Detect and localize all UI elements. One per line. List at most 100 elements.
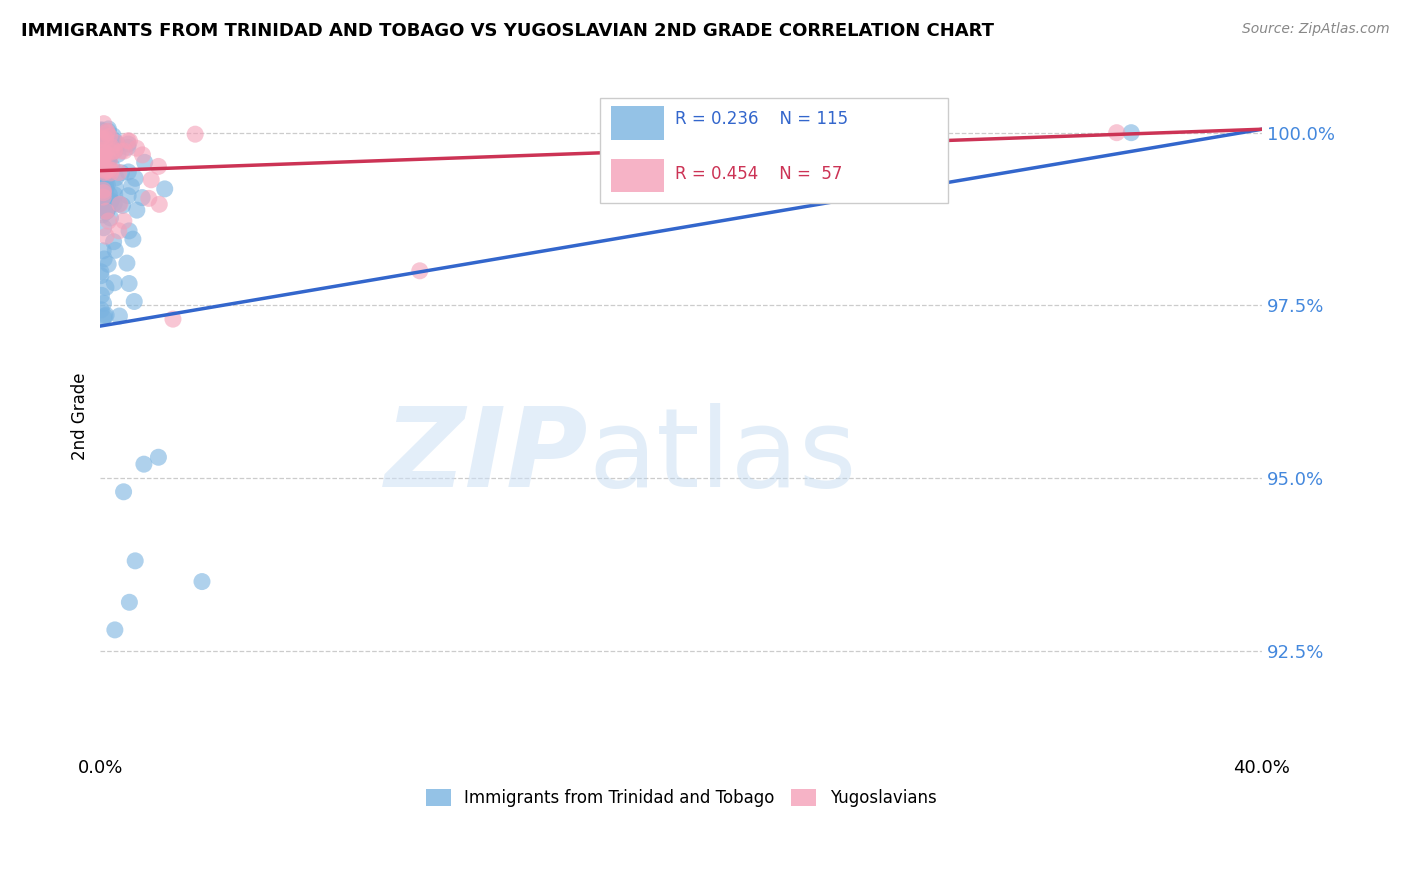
Point: [97, 166, 120, 180]
Point: [148, 160, 170, 174]
Point: [104, 187, 127, 202]
Point: [96, 203, 118, 218]
Point: [101, 136, 124, 150]
Point: [91, 183, 114, 197]
Point: [124, 554, 146, 568]
Point: [100, 211, 122, 225]
Point: [90, 124, 112, 138]
Point: [94, 229, 117, 244]
Point: [90, 193, 112, 207]
Point: [91, 208, 114, 222]
Point: [191, 574, 214, 589]
Point: [93, 142, 115, 156]
Point: [94, 181, 117, 195]
Point: [108, 196, 131, 211]
Point: [94, 280, 117, 294]
FancyBboxPatch shape: [612, 159, 664, 193]
Point: [97, 122, 120, 136]
Point: [91, 190, 114, 204]
Point: [105, 170, 128, 185]
Point: [91, 145, 114, 160]
Point: [104, 143, 127, 157]
Point: [90, 265, 112, 279]
Point: [115, 256, 138, 270]
Y-axis label: 2nd Grade: 2nd Grade: [72, 372, 89, 459]
Point: [134, 155, 156, 169]
Legend: Immigrants from Trinidad and Tobago, Yugoslavians: Immigrants from Trinidad and Tobago, Yug…: [419, 782, 943, 814]
Point: [98, 139, 121, 153]
Point: [108, 197, 131, 211]
Point: [96, 147, 118, 161]
Point: [162, 312, 184, 326]
Point: [93, 117, 115, 131]
Point: [91, 136, 114, 151]
Point: [97, 257, 120, 271]
Point: [93, 169, 115, 183]
Point: [122, 232, 145, 246]
Point: [93, 197, 115, 211]
Point: [97, 124, 120, 138]
Point: [125, 141, 148, 155]
Point: [96, 167, 118, 181]
Point: [96, 134, 118, 148]
Point: [107, 224, 129, 238]
Point: [93, 252, 115, 266]
Point: [97, 162, 120, 177]
Text: R = 0.454    N =  57: R = 0.454 N = 57: [675, 164, 842, 183]
Point: [100, 166, 122, 180]
Point: [110, 144, 132, 158]
Point: [97, 153, 120, 168]
Point: [98, 149, 121, 163]
Point: [118, 277, 141, 291]
Point: [103, 144, 125, 158]
Point: [103, 128, 125, 143]
Point: [117, 188, 139, 202]
Point: [97, 167, 120, 181]
Point: [90, 167, 112, 181]
Point: [131, 190, 153, 204]
Point: [100, 194, 122, 208]
Point: [112, 144, 135, 158]
Point: [105, 136, 128, 150]
Point: [131, 148, 153, 162]
Point: [94, 170, 117, 185]
Point: [1121, 126, 1143, 140]
Point: [110, 166, 132, 180]
Point: [104, 623, 127, 637]
Point: [94, 205, 117, 219]
Point: [409, 264, 432, 278]
Point: [184, 127, 207, 141]
Point: [107, 147, 129, 161]
Point: [1105, 126, 1128, 140]
Point: [98, 195, 121, 210]
Point: [93, 166, 115, 180]
Point: [138, 191, 160, 205]
Point: [96, 135, 118, 149]
FancyBboxPatch shape: [612, 106, 664, 140]
Text: ZIP: ZIP: [385, 403, 588, 510]
Point: [118, 134, 141, 148]
Point: [90, 288, 112, 302]
Point: [118, 595, 141, 609]
Point: [93, 310, 115, 325]
Point: [132, 457, 155, 471]
Point: [117, 134, 139, 148]
Point: [94, 309, 117, 323]
Point: [97, 214, 120, 228]
Point: [100, 163, 122, 178]
Point: [94, 131, 117, 145]
Point: [94, 184, 117, 198]
Point: [96, 203, 118, 218]
Text: atlas: atlas: [588, 403, 856, 510]
Point: [94, 146, 117, 161]
Point: [93, 296, 115, 310]
Point: [94, 164, 117, 178]
Point: [90, 268, 112, 283]
Point: [90, 157, 112, 171]
Point: [93, 144, 115, 158]
Point: [94, 163, 117, 178]
Point: [93, 220, 115, 235]
Point: [125, 203, 148, 218]
Point: [91, 196, 114, 211]
Text: R = 0.236    N = 115: R = 0.236 N = 115: [675, 111, 848, 128]
